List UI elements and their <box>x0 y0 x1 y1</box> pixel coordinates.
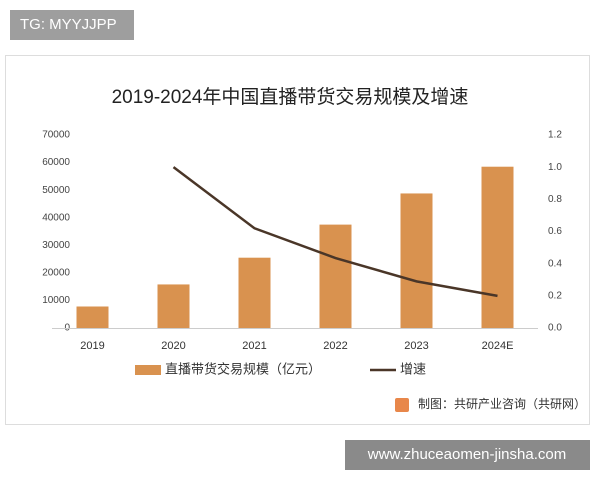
bar <box>76 306 109 328</box>
y2-tick-label: 1.2 <box>548 130 562 141</box>
tag-text: TG: MYYJJPP <box>20 16 117 33</box>
tag-box <box>10 10 134 40</box>
x-tick-label: 2019 <box>80 340 104 352</box>
url-text: www.zhuceaomen-jinsha.com <box>367 446 566 463</box>
y2-tick-label: 0.2 <box>548 290 562 301</box>
x-tick-label: 2023 <box>404 340 428 352</box>
x-tick-label: 2021 <box>242 340 266 352</box>
bar <box>238 257 271 328</box>
x-tick-label: 2022 <box>323 340 347 352</box>
legend-swatch <box>135 365 161 375</box>
chart-title: 2019-2024年中国直播带货交易规模及增速 <box>112 86 469 108</box>
legend-label: 增速 <box>400 361 426 376</box>
bar <box>319 224 352 328</box>
source-icon <box>395 398 409 412</box>
y-tick-label: 60000 <box>42 157 70 168</box>
y-tick-label: 40000 <box>42 212 70 223</box>
y-tick-label: 10000 <box>42 295 70 306</box>
y-tick-label: 70000 <box>42 130 70 141</box>
url-box <box>345 440 590 470</box>
bar <box>157 284 190 328</box>
y2-tick-label: 1.0 <box>548 162 562 173</box>
legend-label: 直播带货交易规模（亿元） <box>165 361 321 376</box>
y-tick-label: 30000 <box>42 240 70 251</box>
x-tick-label: 2020 <box>161 340 185 352</box>
bar <box>481 166 514 328</box>
source: 制图：共研产业咨询（共研网） <box>418 396 586 411</box>
y-tick-label: 20000 <box>42 267 70 278</box>
y-tick-label: 50000 <box>42 185 70 196</box>
line <box>172 166 498 298</box>
y2-tick-label: 0.4 <box>548 258 562 269</box>
x-tick-label: 2024E <box>482 340 514 352</box>
y2-tick-label: 0.6 <box>548 226 562 237</box>
bar <box>400 193 433 328</box>
y2-tick-label: 0.8 <box>548 194 562 205</box>
chart-frame <box>5 55 590 425</box>
y2-tick-label: 0.0 <box>548 323 562 334</box>
